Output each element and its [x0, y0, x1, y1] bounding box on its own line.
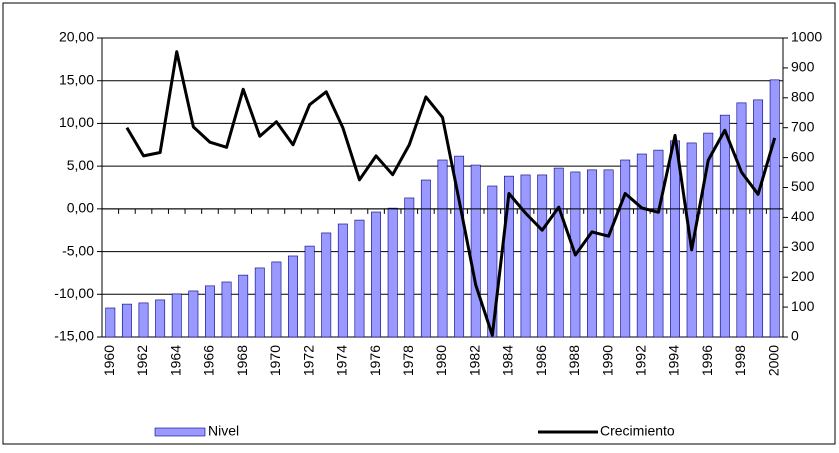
x-tick-label: 1992: [633, 345, 649, 376]
bar: [371, 211, 382, 338]
y2-tick-label: 200: [791, 268, 815, 284]
x-tick-label: 1984: [500, 345, 516, 376]
bar: [753, 99, 764, 338]
y2-tick-label: 100: [791, 298, 815, 314]
x-tick-label: 1978: [400, 345, 416, 376]
bar: [620, 159, 631, 338]
bar: [387, 207, 398, 338]
bar: [520, 174, 531, 338]
bar: [188, 290, 199, 338]
y2-tick-label: 700: [791, 118, 815, 134]
x-tick-label: 1994: [666, 345, 682, 376]
bar: [138, 302, 149, 338]
legend-swatch: [154, 427, 206, 437]
x-tick-label: 1972: [300, 345, 316, 376]
x-tick-label: 1986: [533, 345, 549, 376]
x-tick-label: 1988: [566, 345, 582, 376]
x-tick-label: 2000: [765, 345, 781, 376]
bar: [420, 179, 431, 338]
bar: [105, 307, 116, 338]
bar: [121, 303, 132, 338]
x-tick-label: 1964: [167, 345, 183, 376]
y2-tick-label: 400: [791, 208, 815, 224]
y-tick-label: 20,00: [59, 29, 94, 45]
y-tick-label: 10,00: [59, 114, 94, 130]
bar: [404, 197, 415, 338]
x-tick-label: 1990: [599, 345, 615, 376]
bar: [288, 255, 298, 338]
x-tick-label: 1970: [267, 345, 283, 376]
x-tick-label: 1998: [732, 345, 748, 376]
x-tick-label: 1960: [101, 345, 117, 376]
y2-tick-label: 0: [791, 328, 799, 344]
legend-label: Crecimiento: [600, 423, 675, 439]
bar: [337, 223, 348, 338]
bar: [321, 232, 332, 338]
bar: [603, 169, 614, 338]
y2-tick-label: 500: [791, 178, 815, 194]
bar: [636, 153, 647, 338]
bar: [470, 164, 481, 338]
y2-tick-label: 900: [791, 59, 815, 75]
bar: [670, 140, 680, 338]
y2-tick-label: 800: [791, 89, 815, 105]
bar: [171, 293, 182, 338]
bar: [454, 155, 465, 338]
bar: [354, 219, 365, 338]
y-tick-label: -10,00: [54, 285, 94, 301]
y2-tick-label: 1000: [791, 29, 822, 45]
x-tick-label: 1968: [234, 345, 250, 376]
x-tick-label: 1962: [134, 345, 150, 376]
bar: [221, 281, 232, 338]
y-tick-label: 0,00: [67, 200, 94, 216]
bar: [719, 114, 730, 338]
bar: [653, 149, 664, 338]
bar: [503, 175, 514, 338]
x-tick-label: 1982: [466, 345, 482, 376]
bar: [254, 267, 265, 338]
bar: [703, 132, 714, 338]
bar: [437, 159, 448, 338]
x-tick-label: 1974: [334, 345, 350, 376]
x-tick-label: 1976: [367, 345, 383, 376]
legend-label: Nivel: [208, 423, 239, 439]
y-tick-label: -5,00: [62, 242, 94, 258]
bar: [537, 174, 548, 338]
bar: [271, 261, 282, 338]
bar: [587, 169, 597, 338]
y-tick-label: 15,00: [59, 71, 94, 87]
bar: [238, 274, 249, 338]
bar: [155, 299, 166, 338]
y-tick-label: 5,00: [67, 157, 94, 173]
bar: [736, 102, 747, 338]
bar: [304, 245, 315, 338]
line: [125, 50, 777, 337]
y-tick-label: -15,00: [54, 328, 94, 344]
x-tick-label: 1980: [433, 345, 449, 376]
x-tick-label: 1966: [201, 345, 217, 376]
bar: [487, 185, 498, 338]
y2-tick-label: 600: [791, 148, 815, 164]
y2-tick-label: 300: [791, 238, 815, 254]
x-tick-label: 1996: [699, 345, 715, 376]
bar: [553, 167, 564, 338]
bar: [205, 285, 215, 338]
